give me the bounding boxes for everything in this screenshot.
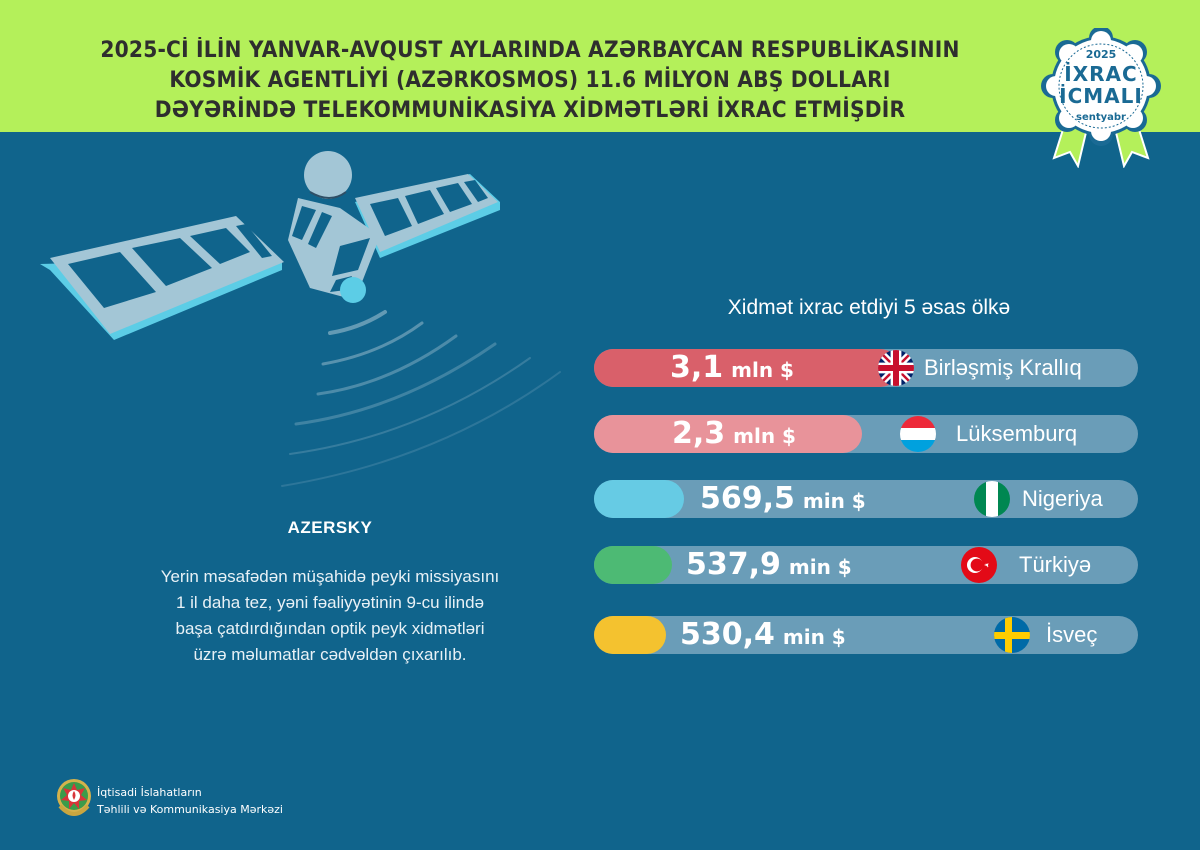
azersky-title: AZERSKY (287, 518, 373, 537)
badge-month: sentyabr (1076, 112, 1126, 123)
bar-value: 530,4 min $ (680, 617, 846, 652)
badge-line-2: İCMALI (1059, 84, 1143, 108)
azersky-desc-line-2: 1 il daha tez, yəni fəaliyyətinin 9-cu i… (175, 593, 485, 612)
bar-track (594, 616, 1138, 654)
state-emblem-icon (57, 779, 91, 816)
bar-fill (594, 546, 672, 584)
bar-row-nigeria: 569,5 min $ Nigeriya (594, 480, 1138, 518)
bar-row-luxembourg: 2,3 mln $ Lüksemburq (594, 415, 1138, 453)
azersky-description: Yerin məsafədən müşahidə peyki missiyası… (60, 564, 600, 668)
page-title: 2025-Cİ İLİN YANVAR-AVQUST AYLARINDA AZƏ… (70, 36, 990, 126)
badge-year: 2025 (1085, 48, 1117, 61)
turkey-flag-icon (961, 547, 997, 583)
country-label: Nigeriya (1022, 486, 1103, 511)
country-label: İsveç (1046, 622, 1098, 647)
satellite-icon (40, 151, 561, 487)
org-line-1: İqtisadi İslahatların (97, 786, 202, 799)
bar-row-united-kingdom: 3,1 mln $ Birləşmiş Krallıq (594, 349, 1138, 387)
country-label: Lüksemburq (956, 421, 1078, 446)
country-label: Türkiyə (1019, 552, 1092, 577)
uk-flag-icon (878, 350, 914, 386)
title-line-1: 2025-Cİ İLİN YANVAR-AVQUST AYLARINDA AZƏ… (100, 38, 960, 63)
bar-fill (594, 415, 862, 453)
nigeria-flag-icon (974, 481, 1010, 517)
title-line-2: KOSMİK AGENTLİYİ (AZƏRKOSMOS) 11.6 MİLYO… (169, 68, 891, 93)
bar-value: 3,1 mln $ (670, 350, 794, 385)
country-label: Birləşmiş Krallıq (924, 355, 1082, 380)
rosette-icon (1041, 26, 1161, 169)
bar-row-turkey: 537,9 min $ Türkiyə (594, 546, 1138, 584)
bar-value: 569,5 min $ (700, 481, 866, 516)
organization-name: İqtisadi İslahatların Təhlili və Kommuni… (97, 784, 283, 818)
bar-fill (594, 616, 666, 654)
bar-value: 537,9 min $ (686, 547, 852, 582)
sweden-flag-icon (994, 617, 1030, 653)
header-banner: 2025-Cİ İLİN YANVAR-AVQUST AYLARINDA AZƏ… (0, 0, 1200, 132)
bar-row-sweden: 530,4 min $ İsveç (594, 616, 1138, 654)
title-line-3: DƏYƏRİNDƏ TELEKOMMUNİKASİYA XİDMƏTLƏRİ İ… (154, 98, 906, 123)
azersky-desc-line-1: Yerin məsafədən müşahidə peyki missiyası… (160, 567, 500, 586)
azersky-desc-line-3: başa çatdırdığından optik peyk xidmətlər… (175, 619, 485, 638)
badge-line-1: İXRAC (1064, 62, 1138, 86)
luxembourg-flag-icon (900, 416, 936, 452)
bar-track (594, 546, 1138, 584)
azersky-desc-line-4: üzrə məlumatlar cədvəldən çıxarılıb. (193, 645, 467, 664)
org-line-2: Təhlili və Kommunikasiya Mərkəzi (97, 803, 283, 816)
bar-track (594, 480, 1138, 518)
chart-title: Xidmət ixrac etdiyi 5 əsas ölkə (727, 296, 1011, 319)
bar-value: 2,3 mln $ (672, 416, 796, 451)
bar-fill (594, 349, 899, 387)
export-review-badge: 2025 İXRAC İCMALI sentyabr (1036, 26, 1166, 169)
bar-fill (594, 480, 684, 518)
